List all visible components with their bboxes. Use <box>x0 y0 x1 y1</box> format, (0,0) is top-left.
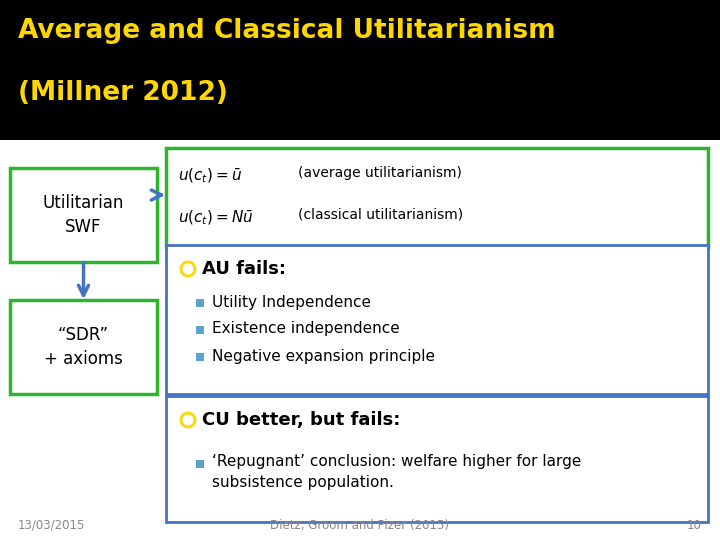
FancyBboxPatch shape <box>10 300 157 394</box>
Text: $u(c_t)=N\bar{u}$: $u(c_t)=N\bar{u}$ <box>178 208 253 226</box>
Bar <box>0 140 720 540</box>
Text: AU fails:: AU fails: <box>202 260 286 278</box>
Text: (average utilitarianism): (average utilitarianism) <box>298 166 462 180</box>
Bar <box>0 0 720 140</box>
Text: Utility Independence: Utility Independence <box>212 294 371 309</box>
FancyBboxPatch shape <box>166 245 708 394</box>
Text: Existence independence: Existence independence <box>212 321 400 336</box>
Text: ‘Repugnant’ conclusion: welfare higher for large
subsistence population.: ‘Repugnant’ conclusion: welfare higher f… <box>212 454 581 490</box>
Text: “SDR”
+ axioms: “SDR” + axioms <box>44 326 123 368</box>
Text: CU better, but fails:: CU better, but fails: <box>202 411 400 429</box>
FancyBboxPatch shape <box>10 168 157 262</box>
Bar <box>196 299 204 307</box>
Text: 10: 10 <box>687 519 702 532</box>
Text: Dietz, Groom and Pizer (2015): Dietz, Groom and Pizer (2015) <box>271 519 449 532</box>
Text: 13/03/2015: 13/03/2015 <box>18 519 86 532</box>
Text: (Millner 2012): (Millner 2012) <box>18 80 228 106</box>
Bar <box>196 460 204 468</box>
Text: $u(c_t)=\bar{u}$: $u(c_t)=\bar{u}$ <box>178 166 243 185</box>
Text: Negative expansion principle: Negative expansion principle <box>212 348 435 363</box>
FancyBboxPatch shape <box>166 148 708 247</box>
Text: (classical utilitarianism): (classical utilitarianism) <box>298 208 463 222</box>
Text: Utilitarian
SWF: Utilitarian SWF <box>42 194 124 236</box>
Bar <box>196 353 204 361</box>
Bar <box>196 326 204 334</box>
Text: Average and Classical Utilitarianism: Average and Classical Utilitarianism <box>18 18 556 44</box>
FancyBboxPatch shape <box>166 396 708 522</box>
